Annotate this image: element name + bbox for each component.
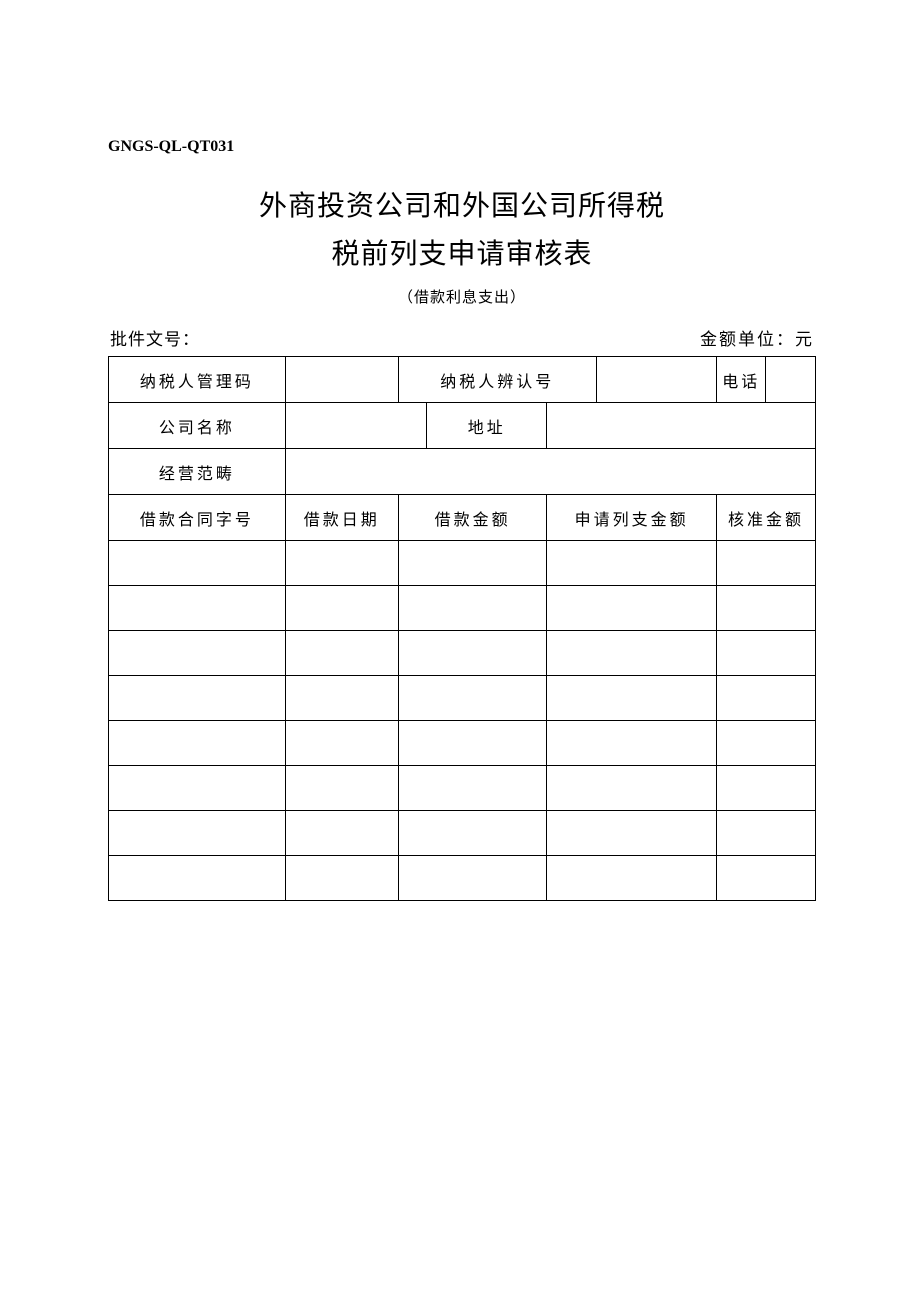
taxpayer-mgmt-code-value bbox=[285, 357, 398, 403]
col-contract-no: 借款合同字号 bbox=[109, 495, 286, 541]
phone-value bbox=[766, 357, 816, 403]
amount-unit-label: 金额单位：元 bbox=[700, 325, 814, 350]
company-name-value bbox=[285, 403, 426, 449]
address-label: 地址 bbox=[427, 403, 547, 449]
title-line-1: 外商投资公司和外国公司所得税 bbox=[108, 184, 816, 224]
table-row bbox=[109, 856, 816, 901]
title-line-2: 税前列支申请审核表 bbox=[108, 232, 816, 272]
taxpayer-id-value bbox=[596, 357, 716, 403]
col-apply-amount: 申请列支金额 bbox=[547, 495, 717, 541]
header-row-2: 公司名称 地址 bbox=[109, 403, 816, 449]
table-row bbox=[109, 586, 816, 631]
business-scope-label: 经营范畴 bbox=[109, 449, 286, 495]
meta-row: 批件文号： 金额单位：元 bbox=[108, 325, 816, 350]
table-row bbox=[109, 766, 816, 811]
phone-label: 电话 bbox=[716, 357, 765, 403]
loan-header-row: 借款合同字号 借款日期 借款金额 申请列支金额 核准金额 bbox=[109, 495, 816, 541]
taxpayer-id-label: 纳税人辨认号 bbox=[398, 357, 596, 403]
header-row-1: 纳税人管理码 纳税人辨认号 电话 bbox=[109, 357, 816, 403]
table-row bbox=[109, 811, 816, 856]
table-row bbox=[109, 676, 816, 721]
table-row bbox=[109, 541, 816, 586]
company-name-label: 公司名称 bbox=[109, 403, 286, 449]
col-loan-amount: 借款金额 bbox=[398, 495, 546, 541]
business-scope-value bbox=[285, 449, 815, 495]
subtitle: （借款利息支出） bbox=[108, 286, 816, 307]
form-code: GNGS-QL-QT031 bbox=[108, 138, 816, 156]
taxpayer-mgmt-code-label: 纳税人管理码 bbox=[109, 357, 286, 403]
header-row-3: 经营范畴 bbox=[109, 449, 816, 495]
table-row bbox=[109, 631, 816, 676]
col-loan-date: 借款日期 bbox=[285, 495, 398, 541]
address-value bbox=[547, 403, 816, 449]
table-row bbox=[109, 721, 816, 766]
approval-number-label: 批件文号： bbox=[110, 325, 200, 350]
col-approved-amount: 核准金额 bbox=[716, 495, 815, 541]
main-table: 纳税人管理码 纳税人辨认号 电话 公司名称 地址 经营范畴 借款合同字号 借款日… bbox=[108, 356, 816, 901]
